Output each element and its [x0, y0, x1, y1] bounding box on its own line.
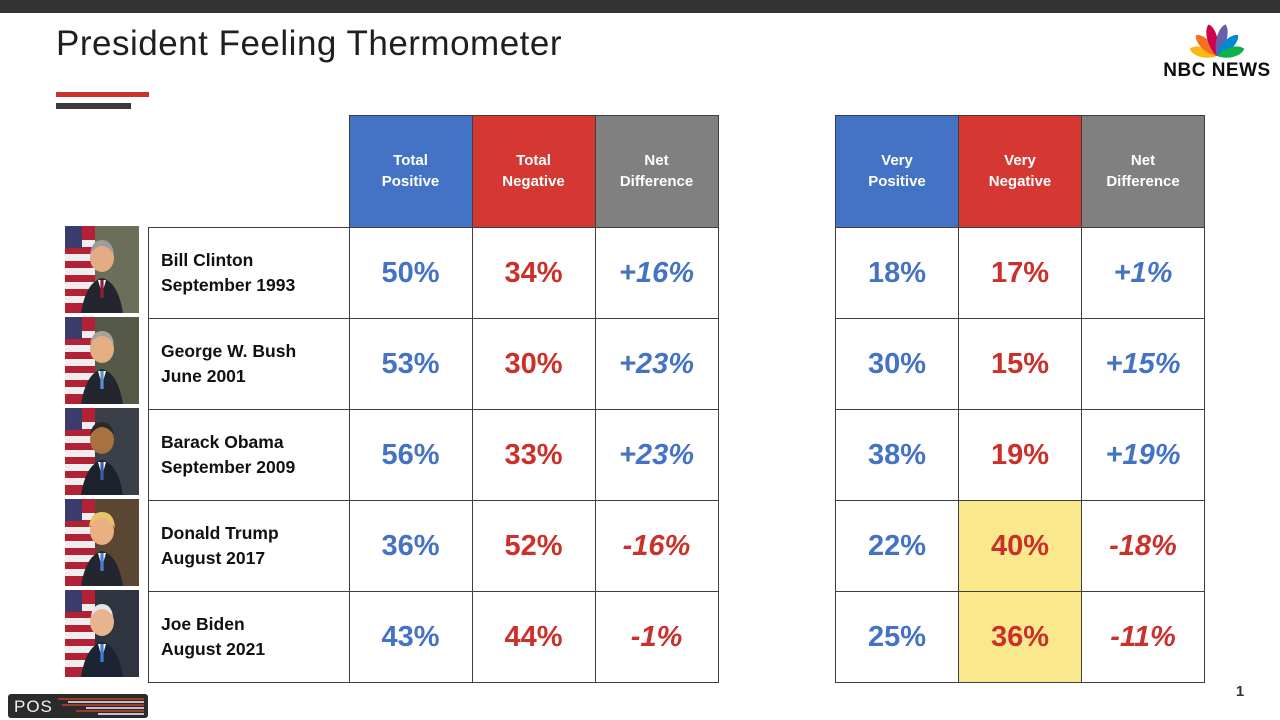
president-name: Donald Trump	[161, 522, 279, 543]
poll-date: August 2017	[161, 548, 266, 568]
total-positive-value: 50%	[348, 227, 473, 319]
table-row: 30% 15% +15%	[835, 318, 1205, 410]
table-row: 25% 36% -11%	[835, 591, 1205, 683]
header-very-positive: Very Positive	[835, 115, 959, 228]
nbc-news-logo: NBC NEWS	[1158, 10, 1276, 82]
very-negative-value-highlighted: 36%	[958, 591, 1082, 683]
net-difference-value: +23%	[594, 318, 719, 410]
net-difference-value: -11%	[1081, 591, 1205, 683]
president-label: Barack Obama September 2009	[148, 409, 350, 501]
photo-joe-biden	[65, 590, 139, 677]
table-row: Joe Biden August 2021 43% 44% -1%	[148, 591, 719, 683]
president-label: Bill Clinton September 1993	[148, 227, 350, 319]
very-negative-value-highlighted: 40%	[958, 500, 1082, 592]
poll-date: August 2021	[161, 639, 266, 659]
very-negative-value: 17%	[958, 227, 1082, 319]
president-label: Donald Trump August 2017	[148, 500, 350, 592]
total-feeling-table: Total Positive Total Negative Net Differ…	[148, 115, 719, 683]
header-total-positive: Total Positive	[348, 115, 473, 228]
net-difference-value: +23%	[594, 409, 719, 501]
table-row: 38% 19% +19%	[835, 409, 1205, 501]
total-negative-value: 33%	[471, 409, 596, 501]
president-label: Joe Biden August 2021	[148, 591, 350, 683]
very-positive-value: 38%	[835, 409, 959, 501]
title-underline-red	[56, 92, 149, 97]
total-negative-value: 52%	[471, 500, 596, 592]
total-negative-value: 30%	[471, 318, 596, 410]
very-negative-value: 19%	[958, 409, 1082, 501]
net-difference-value: -1%	[594, 591, 719, 683]
table-row: Barack Obama September 2009 56% 33% +23%	[148, 409, 719, 501]
net-difference-value: +16%	[594, 227, 719, 319]
nbc-peacock-icon	[1189, 24, 1245, 58]
photo-bill-clinton	[65, 226, 139, 313]
nbc-news-wordmark: NBC NEWS	[1163, 60, 1271, 81]
total-positive-value: 53%	[348, 318, 473, 410]
total-negative-value: 44%	[471, 591, 596, 683]
president-name: George W. Bush	[161, 340, 297, 361]
photo-donald-trump	[65, 499, 139, 586]
pos-logo: POS	[8, 694, 148, 718]
title-underline-dark	[56, 103, 131, 109]
header-total-negative: Total Negative	[471, 115, 596, 228]
very-positive-value: 22%	[835, 500, 959, 592]
table-row: Bill Clinton September 1993 50% 34% +16%	[148, 227, 719, 319]
page-title: President Feeling Thermometer	[56, 24, 563, 63]
photo-barack-obama	[65, 408, 139, 495]
net-difference-value: +19%	[1081, 409, 1205, 501]
total-positive-value: 36%	[348, 500, 473, 592]
net-difference-value: +1%	[1081, 227, 1205, 319]
very-positive-value: 25%	[835, 591, 959, 683]
net-difference-value: +15%	[1081, 318, 1205, 410]
table-row: George W. Bush June 2001 53% 30% +23%	[148, 318, 719, 410]
header-very-negative: Very Negative	[958, 115, 1082, 228]
poll-date: September 1993	[161, 275, 296, 295]
very-negative-value: 15%	[958, 318, 1082, 410]
poll-date: June 2001	[161, 366, 246, 386]
header-net-difference: Net Difference	[594, 115, 719, 228]
president-name: Barack Obama	[161, 431, 284, 452]
table-row: 22% 40% -18%	[835, 500, 1205, 592]
president-name: Joe Biden	[161, 613, 245, 634]
net-difference-value: -16%	[594, 500, 719, 592]
poll-date: September 2009	[161, 457, 296, 477]
table-row: 18% 17% +1%	[835, 227, 1205, 319]
net-difference-value: -18%	[1081, 500, 1205, 592]
table-row: Donald Trump August 2017 36% 52% -16%	[148, 500, 719, 592]
pos-wordmark: POS	[14, 696, 53, 716]
very-positive-value: 30%	[835, 318, 959, 410]
pos-logo-stripes	[57, 697, 144, 715]
president-name: Bill Clinton	[161, 249, 254, 270]
page-number: 1	[1235, 683, 1245, 700]
very-feeling-table: Very Positive Very Negative Net Differen…	[835, 115, 1205, 683]
total-positive-value: 56%	[348, 409, 473, 501]
header-net-difference: Net Difference	[1081, 115, 1205, 228]
total-positive-value: 43%	[348, 591, 473, 683]
photo-george-w-bush	[65, 317, 139, 404]
top-accent-bar	[0, 0, 1280, 13]
very-positive-value: 18%	[835, 227, 959, 319]
president-label: George W. Bush June 2001	[148, 318, 350, 410]
total-negative-value: 34%	[471, 227, 596, 319]
